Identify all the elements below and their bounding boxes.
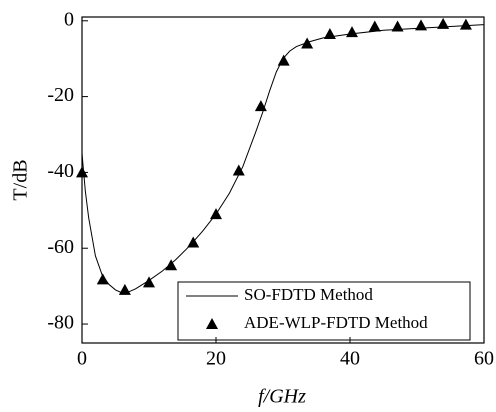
data-point: [96, 273, 109, 285]
legend-label: SO-FDTD Method: [244, 285, 373, 304]
y-tick-label: -60: [47, 236, 74, 258]
data-point: [165, 259, 178, 271]
x-tick-label: 0: [77, 348, 87, 370]
x-axis-label: f/GHz: [258, 386, 306, 408]
data-point: [143, 276, 155, 288]
data-point: [210, 208, 222, 220]
legend-box: [177, 281, 471, 341]
data-point: [232, 164, 245, 176]
data-point: [118, 283, 131, 295]
data-point: [368, 20, 381, 32]
data-point: [437, 17, 450, 29]
data-point: [323, 28, 336, 40]
x-tick-label: 60: [474, 348, 494, 370]
data-point: [459, 18, 472, 30]
y-tick-label: -40: [47, 160, 74, 182]
legend-marker: [206, 318, 218, 329]
data-point: [391, 20, 404, 32]
data-line: [81, 24, 485, 294]
data-point: [187, 236, 200, 248]
y-tick-label: -80: [47, 312, 74, 334]
y-tick-label: -20: [47, 84, 74, 106]
y-axis-label: T/dB: [10, 159, 32, 200]
data-point: [76, 166, 88, 178]
data-point: [415, 19, 428, 31]
data-point: [277, 54, 290, 66]
x-tick-label: 40: [340, 348, 360, 370]
data-point: [254, 100, 267, 112]
y-tick-label: 0: [64, 8, 74, 30]
data-point: [346, 26, 359, 38]
plot-frame: [81, 16, 485, 344]
legend-label: ADE-WLP-FDTD Method: [244, 313, 428, 332]
x-tick-label: 20: [206, 348, 226, 370]
data-point: [301, 37, 314, 49]
